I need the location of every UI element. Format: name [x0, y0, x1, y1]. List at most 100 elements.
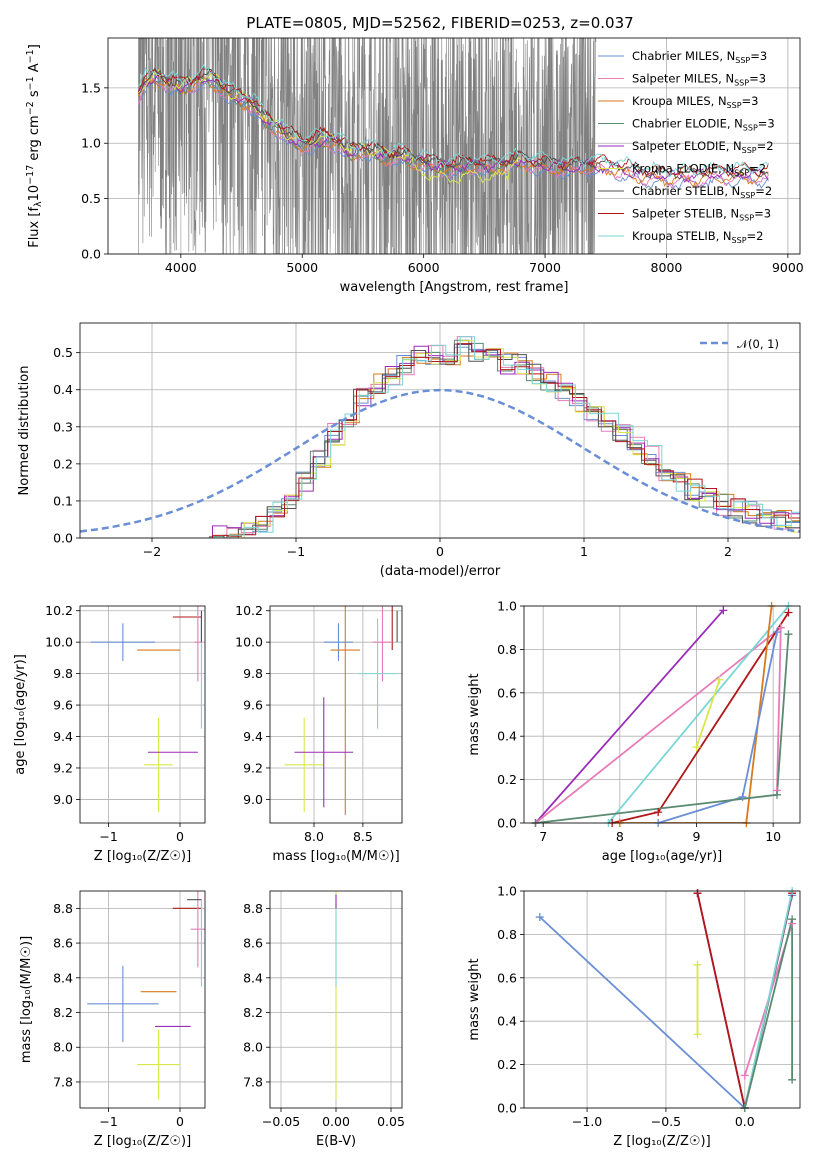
y-tick-label: 0.2: [53, 456, 73, 471]
axes-mass-vs-EBV: −0.05 0.00 0.05 7.8 8.0 8.2 8.4 8.6 8.8 E(B-V): [243, 890, 405, 1149]
x-tick-label: −1: [287, 544, 305, 559]
y-tick-label: 1.5: [81, 80, 101, 95]
x-tick-label: 0: [436, 544, 444, 559]
y-tick-label: 0.5: [53, 345, 73, 360]
y-tick-label: 9.0: [243, 792, 263, 807]
y-tick-label: 9.2: [53, 760, 73, 775]
y-tick-label: 0.8: [497, 927, 517, 942]
weight-point-ke: [715, 675, 724, 684]
y-tick-label: 8.0: [243, 1040, 263, 1055]
weight-point-ke: [693, 1030, 702, 1039]
legend-subscript: SSP: [734, 79, 749, 88]
weight-point-sm: [740, 1071, 749, 1080]
x-tick-label: −1: [99, 829, 117, 844]
axes-frame: [79, 890, 206, 1109]
plot-area-residuals: [80, 336, 800, 538]
x-axis-label: (data-model)/error: [380, 564, 501, 579]
legend-subscript: SSP: [734, 169, 749, 178]
axes-age-vs-mass: 8.0 8.5 9.0 9.2 9.4 9.6 9.8 10.0 10.2 mass [log₁₀…: [235, 603, 403, 864]
legend-subscript: SSP: [739, 214, 754, 223]
x-tick-label: 4000: [165, 260, 197, 275]
legend-entry-km: Kroupa MILES, NSSP=3: [632, 94, 758, 110]
y-axis-label-part: −1: [25, 49, 36, 63]
y-tick-label: 8.0: [53, 1040, 73, 1055]
y-tick-label: 0.0: [53, 531, 73, 546]
weight-point-ss: [693, 889, 702, 898]
x-tick-label: 0: [176, 1114, 184, 1129]
x-tick-label: 10: [765, 829, 781, 844]
model-spectrum-ks: [138, 64, 769, 178]
legend-entry-ce: Chabrier ELODIE, NSSP=3: [632, 117, 775, 133]
x-tick-label: 8: [616, 829, 624, 844]
y-tick-label: 0.1: [53, 493, 73, 508]
axes-weight-vs-Z: −1.0 −0.5 0.0 0.0 0.2 0.4 0.6 0.8 1.0 Z [log₁₀(Z/…: [467, 884, 801, 1149]
x-tick-label: 0: [176, 829, 184, 844]
model-spectrum-ss: [137, 68, 769, 178]
residual-histogram-km: [215, 352, 800, 538]
axes-age-vs-Z: −1 0 9.0 9.2 9.4 9.6 9.8 10.0 10.2 Z [log₁₀(Z/Z☉)…: [13, 603, 206, 864]
axes-mass-vs-Z: −1 0 7.8 8.0 8.2 8.4 8.6 8.8 Z [log₁₀(Z/Z☉)] mass…: [19, 890, 206, 1149]
y-tick-label: 0.2: [497, 772, 517, 787]
y-tick-label: 0.8: [497, 642, 517, 657]
y-axis-label: mass weight: [467, 958, 482, 1040]
residual-histogram-ce: [209, 339, 800, 538]
weight-point-ce: [784, 630, 793, 639]
weight-line-ke: [695, 679, 721, 748]
weight-line-ce: [743, 918, 793, 1108]
x-tick-label: −2: [143, 544, 161, 559]
x-axis-label: age [log₁₀(age/yr)]: [602, 849, 723, 864]
y-axis-label: mass [log₁₀(M/M☉)]: [19, 936, 34, 1063]
axes-frame: [79, 605, 206, 824]
x-axis-label: E(B-V): [316, 1134, 356, 1149]
x-tick-label: −1: [99, 1114, 117, 1129]
weight-point-ss: [784, 608, 793, 617]
legend-nssp: =3: [754, 207, 771, 221]
legend-name: Kroupa STELIB, N: [632, 229, 732, 243]
y-tick-label: 9.8: [53, 666, 73, 681]
y-tick-label: 0.0: [497, 1101, 517, 1116]
legend-name: Chabrier STELIB, N: [632, 184, 740, 198]
x-tick-label: −0.5: [651, 1114, 681, 1129]
y-tick-label: 9.6: [243, 698, 263, 713]
legend-subscript: SSP: [732, 236, 747, 245]
x-tick-label: 6000: [408, 260, 440, 275]
y-tick-label: 7.8: [53, 1074, 73, 1089]
y-tick-label: 0.3: [53, 419, 73, 434]
y-axis-label: Normed distribution: [17, 366, 32, 496]
weight-line-ks: [743, 891, 793, 1108]
legend-nssp: =3: [758, 117, 775, 131]
x-tick-label: 7: [539, 829, 547, 844]
legend-nssp: =3: [750, 49, 767, 63]
weight-point-ce: [788, 915, 797, 924]
weight-point-cm: [738, 792, 747, 801]
y-tick-label: 10.2: [45, 603, 73, 618]
legend-nssp: =2: [747, 229, 764, 243]
y-axis-label-part: s: [27, 90, 42, 101]
x-tick-label: 8.0: [304, 829, 324, 844]
y-tick-label: 0.4: [497, 1014, 517, 1029]
y-tick-label: 9.8: [243, 666, 263, 681]
weight-line-km: [619, 606, 773, 823]
weight-point-ke: [693, 960, 702, 969]
legend-entry-ks: Kroupa STELIB, NSSP=2: [632, 229, 763, 245]
legend-name: Salpeter STELIB, N: [632, 207, 739, 221]
y-tick-label: 10.0: [235, 635, 263, 650]
y-axis-label-part: −1: [25, 76, 36, 90]
legend-name: Chabrier MILES, N: [632, 49, 735, 63]
weight-point-cm: [773, 628, 781, 637]
x-tick-label: 9: [693, 829, 701, 844]
y-axis-label-part: −17: [25, 165, 36, 185]
weight-point-se: [719, 606, 728, 615]
y-axis-label: age [log₁₀(age/yr)]: [13, 654, 28, 775]
y-axis-label-part: erg cm: [27, 115, 42, 164]
legend-entry-cs: Chabrier STELIB, NSSP=2: [632, 184, 772, 200]
y-tick-label: 1.0: [497, 599, 517, 614]
weight-point-ss: [654, 808, 663, 817]
y-tick-label: 8.2: [243, 1005, 263, 1020]
y-tick-label: 8.6: [53, 936, 73, 951]
legend-subscript: SSP: [740, 191, 755, 200]
weight-line-cm: [657, 631, 778, 823]
residual-histogram-sm: [212, 336, 800, 538]
plot-area-age-vs-Z: [90, 606, 202, 812]
legend-nssp: =2: [755, 184, 772, 198]
